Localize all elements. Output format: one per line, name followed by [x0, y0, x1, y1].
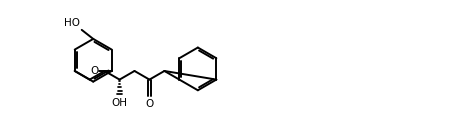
Text: O: O	[145, 99, 154, 109]
Text: HO: HO	[64, 18, 80, 28]
Text: OH: OH	[111, 99, 127, 109]
Text: O: O	[90, 66, 98, 76]
